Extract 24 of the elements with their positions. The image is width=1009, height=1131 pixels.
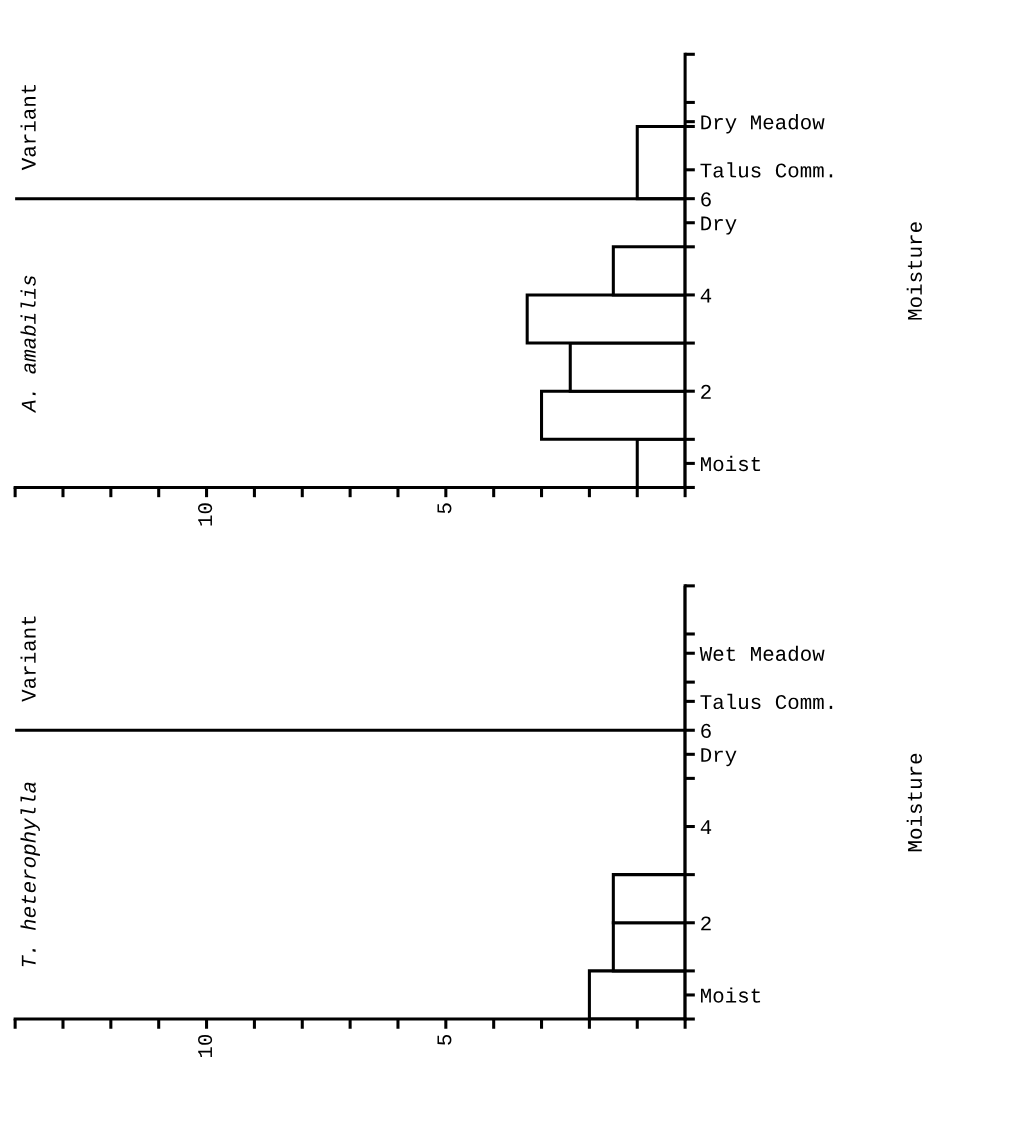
y-tick-label: Dry xyxy=(701,216,737,235)
y-tick-label: 2 xyxy=(701,384,711,399)
y-tick-label: Talus Comm. xyxy=(700,693,833,710)
y-axis-title: Moisture xyxy=(906,753,922,852)
y-tick-label: Dry xyxy=(701,748,737,767)
x-tick-label: 10 xyxy=(198,503,213,526)
y-tick-label: Wet Meadow xyxy=(699,645,825,662)
y-tick-label: 4 xyxy=(700,820,712,835)
y-tick-label: 6 xyxy=(701,192,711,207)
x-tick-label: 5 xyxy=(437,503,452,514)
y-tick-label: Moist xyxy=(701,987,761,1003)
annotation: Variant xyxy=(20,616,36,702)
y-tick-label: Moist xyxy=(701,455,761,472)
y-tick-label: Dry Meadow xyxy=(701,114,825,134)
text: T. heterophylla xyxy=(20,782,40,967)
y-tick-label: 4 xyxy=(700,288,712,303)
x-tick-label: 5 xyxy=(437,1034,452,1045)
x-tick-label: 10 xyxy=(198,1034,213,1058)
y-axis-title: Moisture xyxy=(906,222,922,320)
y-tick-label: 6 xyxy=(701,723,711,738)
y-tick-label: 2 xyxy=(701,916,711,931)
y-tick-label: Talus Comm. xyxy=(700,162,833,178)
annotation: Variant xyxy=(20,84,36,171)
text: A. amabilis xyxy=(20,275,36,413)
